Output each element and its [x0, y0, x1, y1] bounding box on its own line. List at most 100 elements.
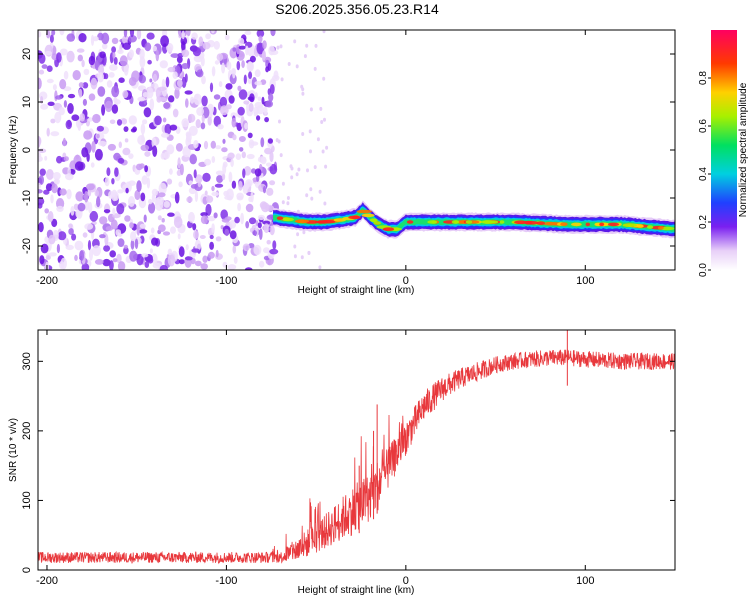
noise-blob [200, 212, 208, 217]
x-tick-label: -200 [36, 575, 58, 587]
noise-blob [263, 106, 268, 115]
noise-blob [265, 204, 274, 212]
noise-blob [268, 45, 275, 56]
noise-blob [88, 93, 96, 101]
noise-blob [201, 114, 205, 123]
noise-blob [196, 69, 204, 78]
noise-blob [50, 194, 54, 204]
noise-blob [209, 241, 215, 250]
band-hotspot [536, 221, 546, 225]
noise-blob [112, 258, 118, 263]
noise-blob [190, 96, 195, 104]
noise-blob [38, 136, 41, 148]
noise-blob [129, 30, 135, 38]
noise-blob [286, 201, 290, 206]
noise-blob [233, 256, 238, 264]
noise-blob [178, 181, 183, 188]
noise-blob [207, 251, 215, 259]
noise-blob [188, 211, 195, 223]
noise-blob [193, 169, 197, 179]
noise-blob [125, 187, 129, 194]
noise-blob [77, 202, 86, 212]
noise-blob [295, 172, 299, 177]
noise-blob [265, 100, 273, 108]
noise-blob [229, 230, 237, 240]
noise-blob [129, 250, 138, 262]
noise-blob [257, 222, 262, 229]
noise-blob [83, 130, 93, 140]
noise-blob [94, 190, 100, 197]
noise-blob [65, 173, 74, 181]
noise-blob [238, 45, 246, 50]
noise-blob [221, 173, 226, 181]
noise-blob [266, 162, 272, 167]
noise-blob [221, 62, 226, 74]
noise-blob [320, 120, 324, 124]
noise-blob [67, 103, 74, 114]
noise-blob [306, 168, 309, 173]
noise-blob [160, 35, 170, 47]
noise-blob [149, 248, 153, 254]
noise-blob [195, 119, 201, 129]
noise-blob [44, 208, 49, 214]
noise-blob [221, 147, 228, 153]
noise-blob [209, 234, 214, 240]
noise-blob [147, 257, 154, 264]
noise-blob [166, 42, 174, 53]
noise-blob [159, 60, 168, 69]
noise-blob [227, 264, 237, 270]
noise-blob [103, 73, 109, 80]
noise-blob [62, 137, 66, 147]
noise-blob [181, 118, 190, 128]
noise-blob [246, 101, 250, 114]
noise-blob [238, 37, 245, 46]
noise-blob [144, 151, 151, 157]
noise-blob [71, 233, 77, 241]
noise-blob [188, 180, 193, 185]
noise-blob [302, 230, 306, 235]
noise-blob [214, 183, 224, 188]
x-tick-label: 0 [403, 575, 409, 587]
noise-blob [38, 189, 43, 194]
noise-blob [260, 156, 267, 165]
noise-blob [66, 33, 76, 42]
noise-blob [260, 137, 265, 148]
noise-blob [268, 93, 274, 102]
spectrogram-marks [38, 30, 675, 270]
colorbar-ticks: 0.0 0.2 0.4 0.6 0.8 [698, 71, 711, 277]
noise-blob [116, 203, 125, 215]
snr-panel: -200 -100 0 100 300 200 100 0 Height of straig… [8, 329, 676, 596]
noise-blob [154, 115, 162, 126]
noise-blob [296, 232, 300, 237]
noise-blob [52, 172, 61, 180]
noise-blob [209, 82, 214, 93]
noise-blob [242, 184, 248, 195]
noise-blob [134, 189, 141, 201]
noise-blob [252, 230, 258, 236]
noise-blob [123, 246, 129, 255]
noise-blob [237, 202, 242, 212]
noise-blob [276, 45, 280, 50]
noise-blob [52, 84, 57, 91]
noise-blob [269, 248, 279, 255]
noise-blob [101, 104, 106, 116]
noise-blob [242, 168, 246, 179]
noise-blob [197, 181, 202, 188]
noise-blob [324, 164, 328, 169]
noise-blob [44, 155, 48, 161]
noise-blob [205, 33, 212, 40]
noise-blob [184, 256, 193, 261]
noise-blob [186, 132, 192, 143]
noise-blob [38, 69, 45, 75]
noise-blob [219, 96, 228, 108]
noise-blob [244, 267, 253, 270]
noise-blob [313, 66, 317, 71]
noise-blob [40, 243, 49, 254]
x-tick-label: -100 [215, 275, 237, 287]
noise-blob [235, 153, 242, 161]
noise-blob [270, 30, 276, 37]
noise-blob [56, 243, 61, 254]
band-hotspot [320, 219, 336, 224]
x-tick-label: -200 [36, 275, 58, 287]
